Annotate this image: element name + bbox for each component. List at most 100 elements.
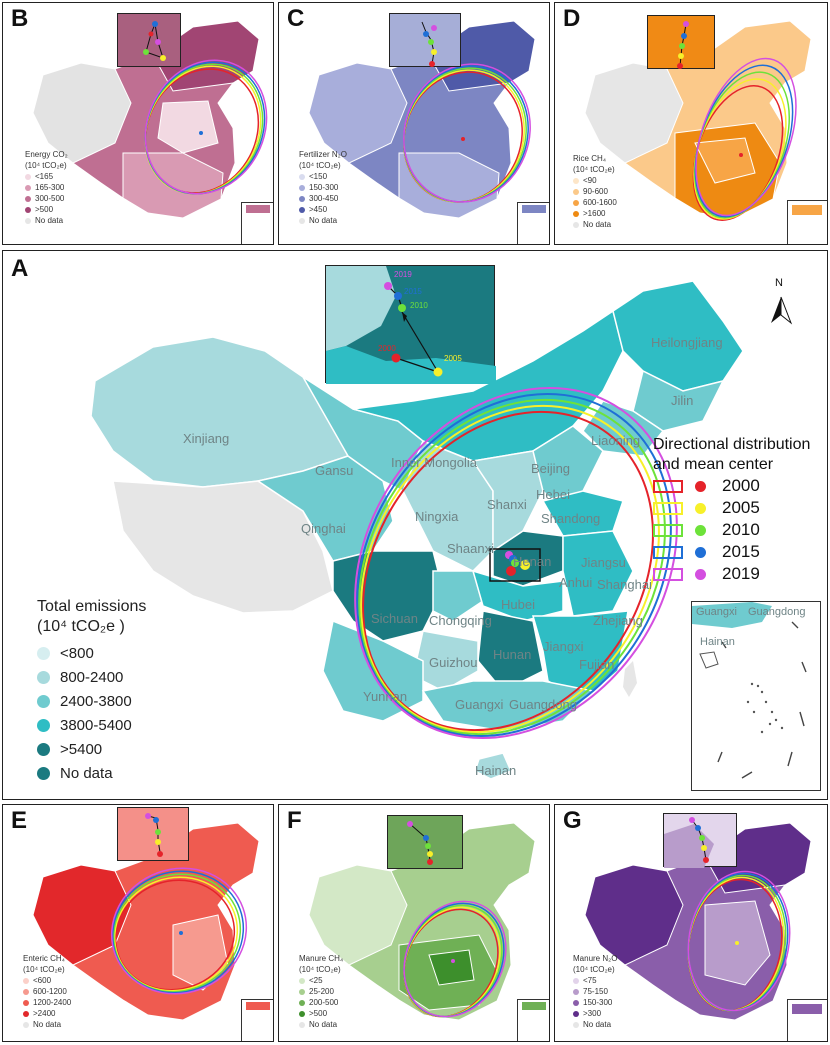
panel-f-legend-row: >500 xyxy=(299,1008,343,1019)
panel-d-class-1: 90-600 xyxy=(583,187,608,196)
panel-f-west xyxy=(308,864,408,966)
panel-c-class-3: >450 xyxy=(309,205,328,214)
panel-f-legend-title-1: Manure CH₄ xyxy=(299,954,344,963)
label-shandong: Shandong xyxy=(541,511,601,526)
panel-e-ellipse-2019 xyxy=(110,867,248,995)
panel-e-class-3: >2400 xyxy=(33,1009,56,1018)
center-2000 xyxy=(506,566,516,576)
label-chongqing: Chongqing xyxy=(429,613,492,628)
panel-e-class-2: 1200-2400 xyxy=(33,998,72,1007)
panel-g-legend-title-2: (10⁴ tCO₂e) xyxy=(573,965,615,974)
label-guangdong: Guangdong xyxy=(509,697,577,712)
panel-c-legend: Fertilizer N₂O (10⁴ tCO₂e) <150 150-300 … xyxy=(299,149,347,226)
legend-class-2: 2400-3800 xyxy=(60,692,132,710)
panel-a-label: A xyxy=(11,255,29,282)
legend-class-3: 3800-5400 xyxy=(60,716,132,734)
panel-b-legend-row: 165-300 xyxy=(25,182,68,193)
panel-g-class-4: No data xyxy=(583,1020,612,1029)
south-china-sea-inset: Guangxi Guangdong Hainan xyxy=(691,601,821,791)
panel-c-map xyxy=(308,20,536,219)
zoom-label-2015: 2015 xyxy=(404,287,422,296)
zoom-label-2005: 2005 xyxy=(444,354,462,363)
dd-year-2000: 2000 xyxy=(722,476,760,495)
panel-e-inset-track xyxy=(145,813,163,857)
panel-b-class-0: <165 xyxy=(35,172,54,181)
panel-d-map xyxy=(584,20,812,221)
panel-f-ellipse-2019 xyxy=(403,900,507,1018)
panel-c-class-2: 300-450 xyxy=(309,194,339,203)
dd-legend-title-1: Directional distribution xyxy=(653,436,811,453)
panel-c-sea-inset xyxy=(517,202,549,244)
label-yunnan: Yunnan xyxy=(363,689,408,704)
panel-c-label: C xyxy=(287,5,305,32)
panel-b-class-2: 300-500 xyxy=(35,194,65,203)
panel-b-legend-row: >500 xyxy=(25,204,68,215)
panel-g-class-0: <75 xyxy=(583,976,597,985)
panel-f-class-4: No data xyxy=(309,1020,338,1029)
panel-c-ellipse-2019 xyxy=(403,63,531,203)
panel-c-legend-title-2: (10⁴ tCO₂e) xyxy=(299,161,341,170)
panel-d-legend-title-2: (10⁴ tCO₂e) xyxy=(573,165,615,174)
panel-b-inset xyxy=(117,13,181,67)
dd-year-2010: 2010 xyxy=(722,520,760,539)
panel-d-sea-inset xyxy=(787,200,827,244)
panel-g-inset-track xyxy=(664,817,714,868)
panel-f-legend-title-2: (10⁴ tCO₂e) xyxy=(299,965,341,974)
panel-g-legend-row: 75-150 xyxy=(573,986,617,997)
panel-e: E Enteric CH₄ (10⁴ tCO₂e) <600 600-1200 … xyxy=(2,804,274,1042)
panel-f-inset xyxy=(387,815,463,869)
label-hubei: Hubei xyxy=(501,597,535,612)
panel-b-west xyxy=(32,62,132,164)
label-jiangxi: Jiangxi xyxy=(543,639,584,654)
panel-g-class-3: >300 xyxy=(583,1009,602,1018)
dd-legend-row: 2005 xyxy=(653,497,810,519)
panel-b-map xyxy=(32,20,268,219)
panel-f-legend-row: No data xyxy=(299,1019,343,1030)
sea-label-guangdong: Guangdong xyxy=(748,606,806,618)
dd-ellipse-2005 xyxy=(360,404,660,734)
panel-g-label: G xyxy=(563,807,582,834)
panel-a: A N 2019 2015 2010 2000 2005 Heilongjian… xyxy=(2,250,828,800)
region-chongqing xyxy=(432,570,484,622)
panel-g-legend-row: <75 xyxy=(573,975,617,986)
panel-f-core xyxy=(428,949,475,986)
panel-e-legend: Enteric CH₄ (10⁴ tCO₂e) <600 600-1200 12… xyxy=(23,953,71,1030)
panel-c-legend-row: 300-450 xyxy=(299,193,347,204)
panel-d-center-dot xyxy=(739,153,743,157)
panel-d-class-0: <90 xyxy=(583,176,597,185)
region-hubei xyxy=(471,569,564,622)
panel-f-class-3: >500 xyxy=(309,1009,328,1018)
panel-b-ellipse-2019 xyxy=(144,59,268,195)
panel-d-label: D xyxy=(563,5,581,32)
panel-c-legend-row: >450 xyxy=(299,204,347,215)
panel-e-legend-row: >2400 xyxy=(23,1008,71,1019)
legend-row: No data xyxy=(37,761,146,785)
panel-d-legend-row: 600-1600 xyxy=(573,197,617,208)
panel-e-class-1: 600-1200 xyxy=(33,987,67,996)
panel-e-sea-inset xyxy=(241,999,273,1041)
label-zhejiang: Zhejiang xyxy=(593,613,643,628)
region-hainan xyxy=(474,752,513,780)
legend-class-1: 800-2400 xyxy=(60,668,124,686)
panel-b: B Energy CO₂ (10⁴ tCO₂e) <165 165-300 30… xyxy=(2,2,274,245)
label-hunan: Hunan xyxy=(493,647,532,662)
panel-d-class-2: 600-1600 xyxy=(583,198,617,207)
dd-legend-row: 2010 xyxy=(653,519,810,541)
label-shanxi: Shanxi xyxy=(487,497,527,512)
panel-e-legend-title-2: (10⁴ tCO₂e) xyxy=(23,965,65,974)
panel-b-class-1: 165-300 xyxy=(35,183,65,192)
panel-d-legend-row: >1600 xyxy=(573,208,617,219)
label-sichuan: Sichuan xyxy=(371,611,418,626)
label-guangxi: Guangxi xyxy=(455,697,504,712)
panel-g-legend: Manure N₂O (10⁴ tCO₂e) <75 75-150 150-30… xyxy=(573,953,617,1030)
panel-c-south xyxy=(398,152,500,219)
panel-d: D Rice CH₄ (10⁴ tCO₂e) <90 90-600 600-16… xyxy=(554,2,828,245)
panel-d-legend: Rice CH₄ (10⁴ tCO₂e) <90 90-600 600-1600… xyxy=(573,153,617,230)
panel-d-ellipse-2019 xyxy=(695,57,797,217)
label-anhui: Anhui xyxy=(559,575,593,590)
dd-ellipse-2019 xyxy=(354,386,678,740)
panel-e-label: E xyxy=(11,807,28,834)
panel-g-ellipse-2019 xyxy=(687,870,791,1012)
panel-g-inset xyxy=(663,813,737,868)
north-arrow-icon xyxy=(771,296,793,325)
